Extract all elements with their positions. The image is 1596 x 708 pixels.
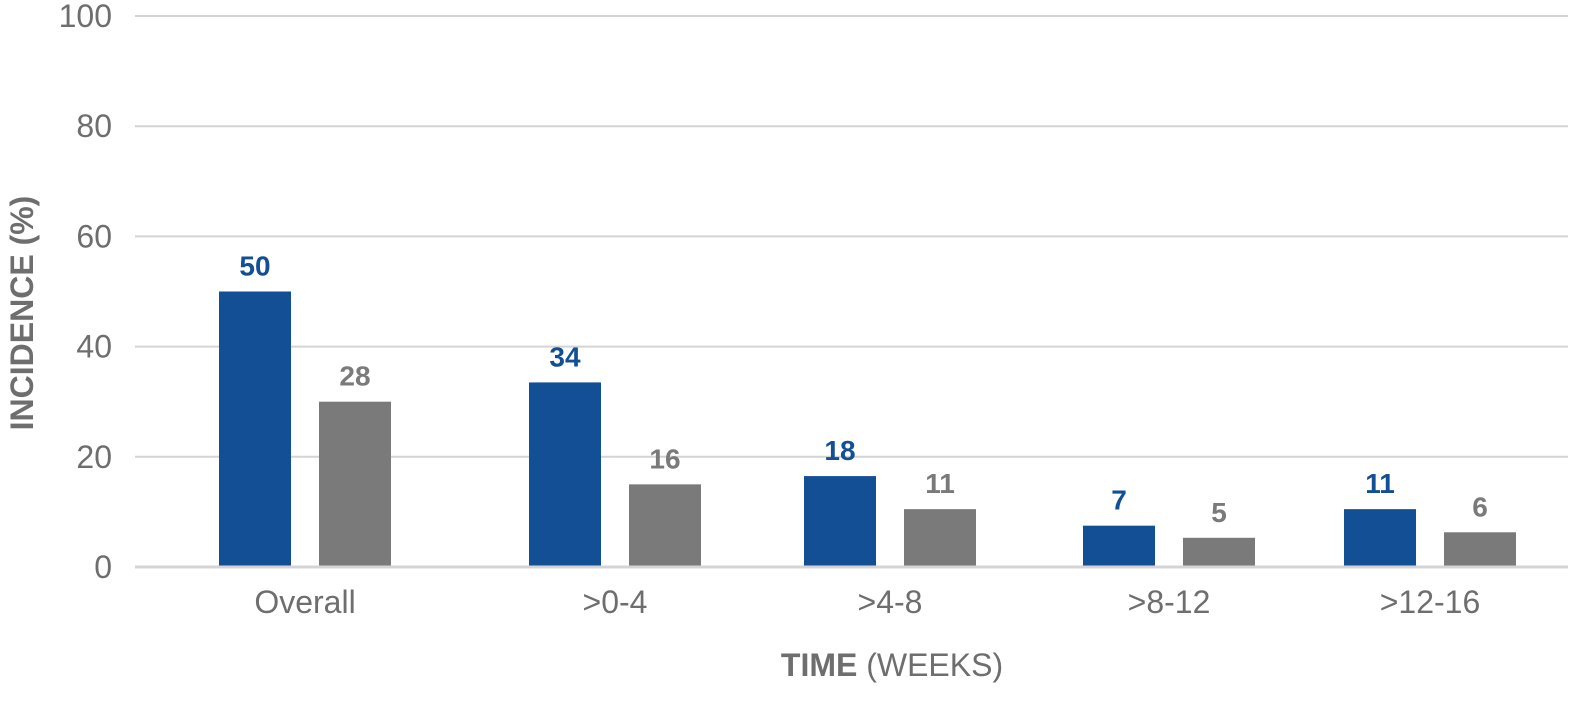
- data-label-series-2: 16: [649, 443, 680, 474]
- y-axis-title: INCIDENCE (%): [4, 196, 40, 431]
- bar-series-2: [629, 484, 701, 567]
- data-label-series-2: 5: [1211, 497, 1227, 528]
- data-label-series-2: 11: [925, 468, 955, 499]
- bar-series-1: [219, 291, 291, 567]
- bar-series-2: [904, 509, 976, 567]
- x-tick-label: >12-16: [1380, 584, 1481, 620]
- x-axis-title-rest: (WEEKS): [857, 647, 1003, 683]
- x-tick-label: >0-4: [583, 584, 648, 620]
- x-axis-title-bold: TIME: [781, 647, 857, 683]
- data-labels: 50 28 34 16 18 11 7 5 11 6: [239, 251, 1487, 528]
- y-tick-label: 0: [94, 549, 112, 585]
- data-label-series-1: 7: [1111, 485, 1127, 516]
- data-label-series-1: 34: [549, 341, 581, 372]
- x-tick-label: >4-8: [858, 584, 923, 620]
- bar-series-2: [319, 401, 391, 567]
- gridlines: [135, 15, 1568, 458]
- x-tick-label: Overall: [254, 584, 355, 620]
- bar-series-2: [1444, 532, 1516, 567]
- bars: [219, 291, 1516, 567]
- y-tick-label: 20: [76, 439, 112, 475]
- y-tick-label: 40: [76, 329, 112, 365]
- data-label-series-2: 6: [1472, 491, 1488, 522]
- data-label-series-2: 28: [339, 361, 370, 392]
- y-tick-label: 100: [59, 0, 112, 34]
- x-axis-ticks: Overall >0-4 >4-8 >8-12 >12-16: [254, 584, 1480, 620]
- y-tick-label: 80: [76, 108, 112, 144]
- data-label-series-1: 18: [824, 435, 855, 466]
- data-label-series-1: 50: [239, 251, 270, 282]
- bar-series-2: [1183, 537, 1255, 567]
- x-axis-title: TIME (WEEKS): [781, 647, 1003, 683]
- bar-series-1: [804, 476, 876, 567]
- y-tick-label: 60: [76, 218, 112, 254]
- data-label-series-1: 11: [1365, 468, 1395, 499]
- x-tick-label: >8-12: [1128, 584, 1211, 620]
- bar-series-1: [529, 382, 601, 567]
- bar-series-1: [1344, 509, 1416, 567]
- bar-series-1: [1083, 525, 1155, 567]
- y-axis-ticks: 0 20 40 60 80 100: [59, 0, 112, 585]
